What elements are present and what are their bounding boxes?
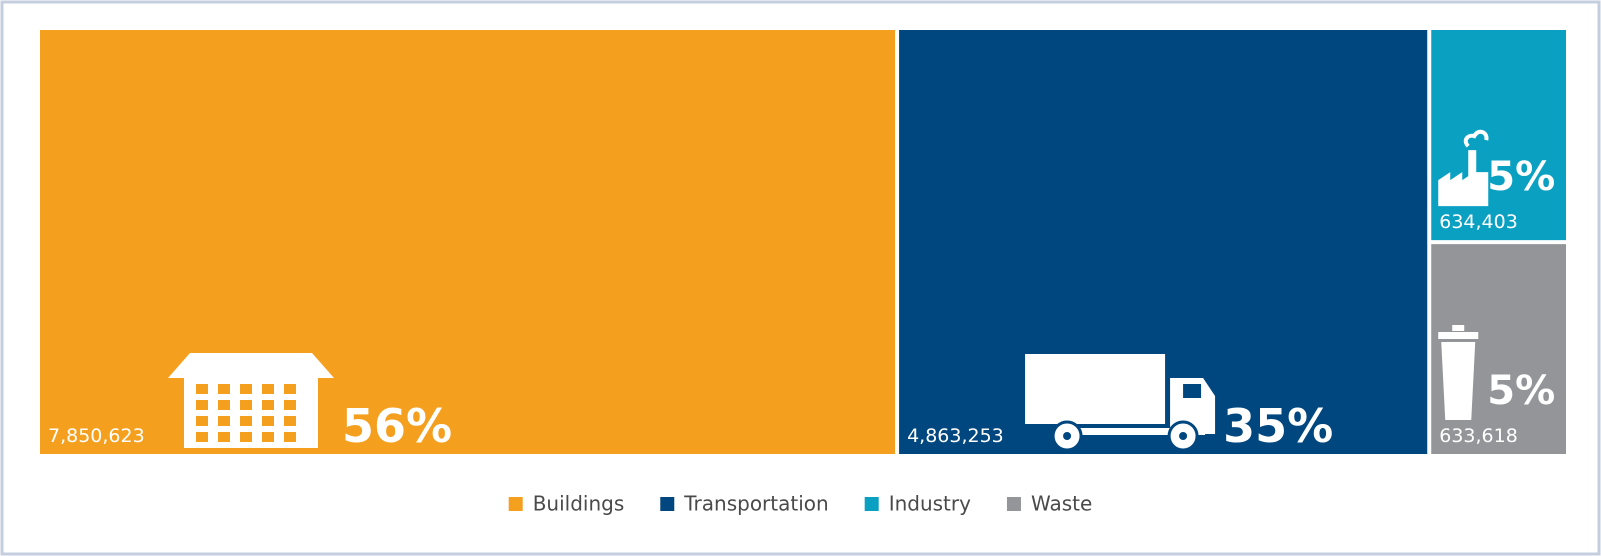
icon-window <box>284 384 296 394</box>
icon <box>1438 325 1479 420</box>
icon-window <box>218 384 230 394</box>
icon-cab-window <box>1183 384 1202 398</box>
icon-window <box>284 400 296 410</box>
icon-cab <box>1170 378 1216 434</box>
value-label: 4,863,253 <box>907 425 1004 447</box>
icon-window <box>284 432 296 442</box>
value-label: 7,850,623 <box>48 425 145 447</box>
icon-chassis <box>1055 428 1206 435</box>
icon-window <box>196 400 208 410</box>
icon-window <box>196 416 208 426</box>
icon-window <box>240 432 252 442</box>
share-label: 56% <box>342 399 452 453</box>
treemap-cell <box>1431 30 1566 241</box>
icon-window <box>240 400 252 410</box>
legend-label: Industry <box>889 492 971 516</box>
legend-swatch <box>1006 497 1021 511</box>
icon-window <box>262 416 274 426</box>
icon-window <box>262 400 274 410</box>
icon-roof <box>168 353 334 378</box>
legend-swatch <box>660 497 675 511</box>
icon-window <box>262 384 274 394</box>
icon-smoke <box>1463 129 1489 148</box>
icon-window <box>240 416 252 426</box>
legend-label: Buildings <box>533 492 625 516</box>
icon-can <box>1441 342 1476 420</box>
legend-swatch <box>864 497 879 511</box>
treemap-cell <box>40 30 896 454</box>
icon-window <box>196 432 208 442</box>
icon-window <box>196 384 208 394</box>
legend-label: Transportation <box>683 492 828 516</box>
icon-lid <box>1438 332 1479 339</box>
icon-hub <box>1179 432 1188 440</box>
icon-window <box>218 416 230 426</box>
value-label: 633,618 <box>1439 425 1518 447</box>
share-label: 5% <box>1487 154 1555 200</box>
value-label: 634,403 <box>1439 211 1518 233</box>
icon-handle <box>1452 325 1465 331</box>
legend: Buildings Transportation Industry Waste <box>508 492 1092 516</box>
icon <box>168 353 334 448</box>
icon <box>1438 129 1489 207</box>
icon-window <box>262 432 274 442</box>
icon-window <box>284 416 296 426</box>
share-label: 35% <box>1223 399 1333 453</box>
share-label: 5% <box>1487 368 1555 414</box>
icon-factory <box>1438 150 1489 207</box>
icon-window <box>240 384 252 394</box>
icon-hub <box>1063 432 1072 440</box>
icon-window <box>218 400 230 410</box>
icon-window <box>218 432 230 442</box>
icon-box <box>1025 354 1166 424</box>
icon <box>1025 354 1216 452</box>
legend-label: Waste <box>1031 492 1092 516</box>
legend-swatch <box>508 497 523 511</box>
